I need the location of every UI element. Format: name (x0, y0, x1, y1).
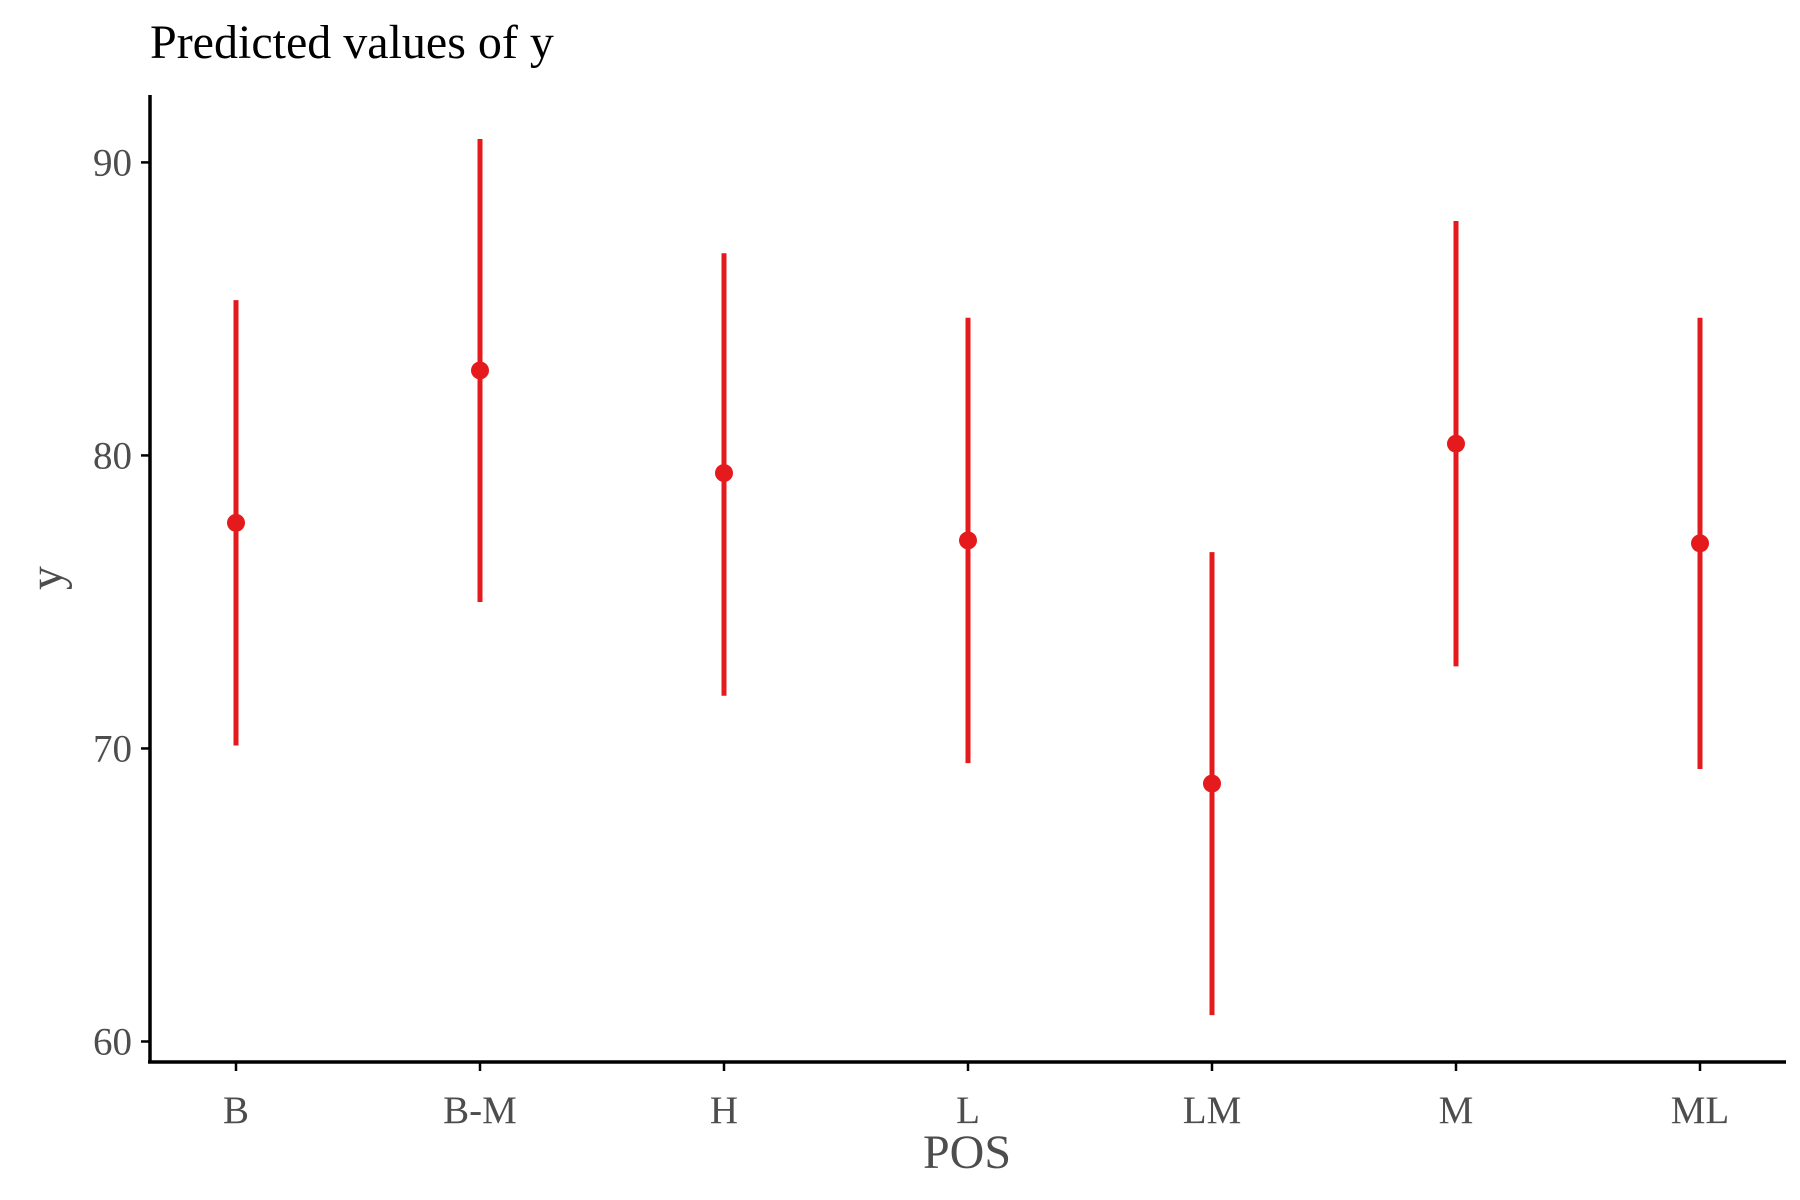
data-point (227, 513, 245, 532)
x-tick-label: H (710, 1089, 738, 1132)
x-tick-label: B (223, 1089, 249, 1132)
y-axis-title: y (20, 566, 73, 590)
y-tick-label: 80 (93, 434, 132, 477)
x-tick-label: L (956, 1089, 980, 1132)
data-point (715, 464, 733, 483)
x-axis-title: POS (923, 1126, 1011, 1179)
data-point (1691, 534, 1709, 553)
data-point (471, 361, 489, 380)
data-point (1447, 434, 1465, 453)
x-tick-label: ML (1671, 1089, 1730, 1132)
y-tick-label: 70 (93, 727, 132, 770)
x-tick-label: LM (1183, 1089, 1242, 1132)
y-tick-label: 60 (93, 1020, 132, 1063)
data-point (1203, 774, 1221, 793)
plot-area: 60 70 80 90 B B-M H L LM M ML (93, 138, 1730, 1132)
y-tick-label: 90 (93, 141, 132, 184)
x-tick-label: B-M (443, 1089, 517, 1132)
data-point (959, 531, 977, 550)
x-tick-label: M (1439, 1089, 1474, 1132)
chart-title: Predicted values of y (150, 16, 554, 69)
